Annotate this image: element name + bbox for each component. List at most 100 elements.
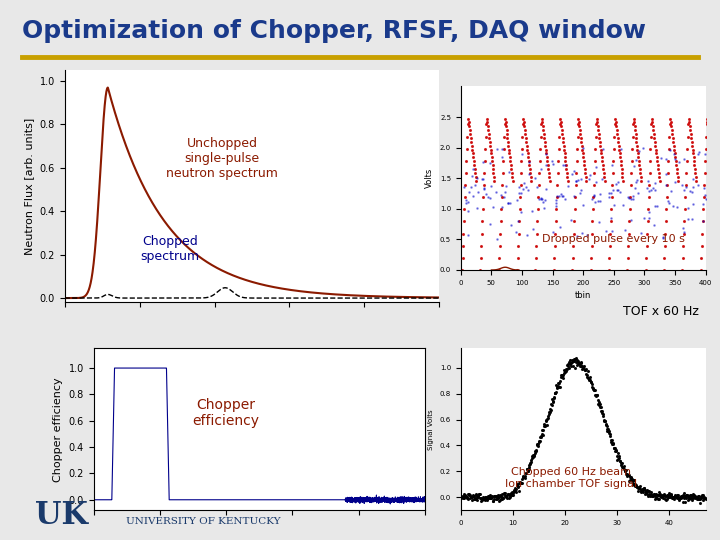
Point (702, 118, 714, 127)
Point (570, 193, 581, 201)
Point (621, 471, 633, 480)
Point (487, 492, 498, 501)
Point (464, 490, 475, 498)
Point (517, 120, 528, 129)
Point (698, 494, 709, 503)
Text: Unchopped
single-pulse
neutron spectrum: Unchopped single-pulse neutron spectrum (166, 137, 278, 180)
Point (564, 360, 575, 368)
Point (462, 114, 474, 123)
Point (619, 467, 631, 476)
Point (645, 489, 657, 498)
Point (482, 126, 494, 134)
Point (593, 130, 605, 138)
Point (678, 227, 690, 236)
Point (649, 133, 660, 142)
Point (591, 391, 603, 400)
Point (575, 130, 586, 138)
Point (469, 161, 480, 170)
Point (496, 495, 508, 503)
Point (644, 491, 656, 500)
Point (689, 493, 701, 502)
Point (604, 430, 616, 439)
Point (537, 126, 549, 134)
Point (653, 168, 665, 177)
Point (496, 193, 508, 201)
Point (611, 186, 623, 194)
Point (616, 165, 627, 173)
Point (549, 241, 561, 250)
Point (513, 241, 524, 250)
Point (527, 450, 539, 459)
Point (559, 195, 571, 204)
Point (622, 471, 634, 480)
Point (546, 401, 557, 409)
Point (595, 400, 606, 408)
Point (557, 133, 568, 142)
Point (543, 407, 554, 416)
Point (688, 492, 700, 501)
Point (566, 356, 577, 364)
Point (626, 476, 638, 484)
Point (579, 165, 590, 173)
Point (474, 490, 485, 498)
Point (513, 188, 525, 197)
Point (705, 145, 716, 154)
Point (636, 486, 648, 495)
Point (624, 205, 636, 214)
Point (531, 230, 543, 238)
Point (526, 454, 538, 462)
Point (556, 372, 567, 380)
Point (580, 168, 591, 177)
Point (613, 452, 624, 461)
Point (568, 355, 580, 363)
Point (608, 444, 620, 453)
Point (551, 193, 562, 201)
Point (677, 224, 688, 232)
Point (640, 487, 652, 496)
Point (693, 495, 705, 503)
Point (479, 494, 490, 502)
Point (544, 404, 556, 413)
Point (578, 157, 590, 166)
Point (494, 241, 505, 250)
Point (557, 371, 569, 380)
Point (530, 447, 541, 456)
Point (689, 165, 701, 173)
Point (523, 464, 534, 473)
Point (541, 421, 553, 429)
Point (680, 494, 692, 502)
Point (669, 149, 680, 158)
Point (505, 491, 516, 500)
Point (664, 120, 675, 129)
Point (662, 197, 673, 206)
Point (617, 201, 629, 210)
Point (678, 489, 690, 497)
Point (676, 180, 688, 189)
Point (670, 492, 681, 501)
Point (498, 157, 509, 165)
Point (670, 491, 681, 500)
Point (589, 157, 600, 165)
Point (625, 181, 636, 190)
Point (605, 230, 616, 238)
Point (629, 476, 640, 485)
Point (637, 144, 649, 153)
Point (513, 478, 525, 487)
Point (487, 165, 499, 173)
Point (662, 491, 673, 500)
Point (698, 491, 709, 500)
Point (575, 361, 586, 370)
Point (495, 191, 506, 200)
Point (688, 153, 699, 161)
Point (667, 493, 678, 502)
Point (662, 493, 674, 502)
Point (482, 122, 493, 131)
Point (487, 497, 498, 505)
Point (603, 427, 615, 436)
Point (468, 495, 480, 503)
Point (616, 463, 628, 471)
Point (477, 174, 488, 183)
Point (646, 120, 657, 129)
Point (652, 165, 664, 173)
Point (693, 148, 704, 157)
